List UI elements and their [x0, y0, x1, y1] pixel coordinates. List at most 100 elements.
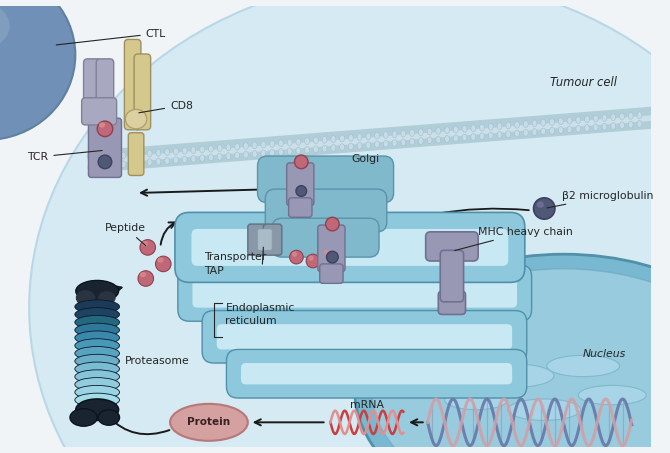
- Ellipse shape: [165, 158, 170, 164]
- Ellipse shape: [243, 143, 249, 149]
- Ellipse shape: [76, 399, 119, 420]
- FancyBboxPatch shape: [263, 224, 282, 255]
- Ellipse shape: [471, 125, 476, 131]
- Ellipse shape: [306, 254, 320, 268]
- Ellipse shape: [147, 159, 152, 166]
- Ellipse shape: [436, 127, 441, 134]
- Ellipse shape: [418, 129, 423, 136]
- Ellipse shape: [97, 121, 113, 137]
- Ellipse shape: [628, 112, 633, 119]
- Ellipse shape: [372, 269, 670, 453]
- Ellipse shape: [279, 149, 283, 155]
- Ellipse shape: [366, 142, 371, 149]
- Ellipse shape: [533, 198, 555, 219]
- Ellipse shape: [418, 138, 423, 145]
- FancyBboxPatch shape: [248, 224, 266, 255]
- Ellipse shape: [497, 123, 502, 130]
- Ellipse shape: [261, 150, 266, 157]
- Ellipse shape: [75, 378, 119, 391]
- Ellipse shape: [94, 154, 100, 161]
- Ellipse shape: [594, 124, 598, 131]
- Ellipse shape: [293, 252, 296, 256]
- Ellipse shape: [289, 251, 304, 264]
- FancyBboxPatch shape: [289, 198, 312, 217]
- FancyBboxPatch shape: [440, 251, 464, 302]
- Ellipse shape: [98, 291, 116, 305]
- Ellipse shape: [620, 113, 624, 120]
- Ellipse shape: [594, 115, 598, 122]
- Ellipse shape: [309, 256, 313, 260]
- Ellipse shape: [547, 355, 620, 376]
- Ellipse shape: [156, 158, 161, 165]
- Ellipse shape: [243, 151, 249, 158]
- Ellipse shape: [401, 130, 406, 137]
- Ellipse shape: [532, 120, 537, 127]
- FancyBboxPatch shape: [128, 133, 144, 175]
- Ellipse shape: [348, 135, 353, 141]
- Ellipse shape: [314, 146, 318, 153]
- Ellipse shape: [532, 129, 537, 135]
- Ellipse shape: [602, 123, 607, 130]
- Ellipse shape: [567, 126, 572, 133]
- Ellipse shape: [75, 393, 119, 407]
- Ellipse shape: [75, 354, 119, 368]
- Ellipse shape: [139, 151, 143, 158]
- Ellipse shape: [454, 135, 458, 142]
- Ellipse shape: [138, 271, 153, 286]
- Ellipse shape: [409, 130, 415, 136]
- Ellipse shape: [75, 315, 119, 329]
- Ellipse shape: [75, 339, 119, 352]
- FancyBboxPatch shape: [257, 229, 272, 251]
- FancyBboxPatch shape: [192, 279, 517, 308]
- FancyBboxPatch shape: [84, 59, 101, 115]
- FancyBboxPatch shape: [272, 218, 379, 257]
- Ellipse shape: [523, 120, 528, 127]
- Ellipse shape: [326, 251, 338, 263]
- Ellipse shape: [174, 148, 178, 155]
- Ellipse shape: [392, 140, 397, 146]
- FancyBboxPatch shape: [216, 324, 512, 349]
- Ellipse shape: [462, 125, 467, 132]
- Ellipse shape: [375, 141, 379, 148]
- Ellipse shape: [121, 161, 126, 168]
- FancyBboxPatch shape: [287, 163, 314, 206]
- FancyBboxPatch shape: [318, 225, 345, 272]
- Ellipse shape: [182, 156, 187, 163]
- Ellipse shape: [121, 152, 126, 159]
- FancyBboxPatch shape: [202, 311, 527, 363]
- Ellipse shape: [130, 151, 135, 158]
- Ellipse shape: [141, 273, 145, 276]
- FancyBboxPatch shape: [438, 291, 466, 314]
- Ellipse shape: [287, 148, 292, 154]
- FancyBboxPatch shape: [226, 349, 527, 398]
- Ellipse shape: [558, 127, 563, 134]
- Ellipse shape: [340, 135, 344, 142]
- Ellipse shape: [357, 134, 362, 140]
- FancyBboxPatch shape: [265, 189, 387, 232]
- Ellipse shape: [0, 0, 10, 53]
- Ellipse shape: [287, 139, 292, 146]
- Ellipse shape: [200, 146, 204, 153]
- Ellipse shape: [576, 116, 581, 123]
- Ellipse shape: [508, 399, 581, 420]
- Ellipse shape: [454, 126, 458, 133]
- Ellipse shape: [488, 132, 493, 139]
- Ellipse shape: [226, 144, 230, 151]
- Ellipse shape: [584, 116, 590, 123]
- Ellipse shape: [515, 121, 519, 128]
- Ellipse shape: [158, 258, 163, 262]
- Ellipse shape: [375, 132, 379, 139]
- Ellipse shape: [234, 152, 240, 159]
- Ellipse shape: [130, 160, 135, 167]
- Text: Proteasome: Proteasome: [119, 356, 189, 366]
- Ellipse shape: [113, 153, 117, 159]
- Ellipse shape: [340, 144, 344, 150]
- FancyBboxPatch shape: [88, 118, 121, 178]
- Ellipse shape: [413, 346, 481, 367]
- Ellipse shape: [436, 136, 441, 143]
- Ellipse shape: [348, 143, 353, 150]
- Ellipse shape: [462, 134, 467, 141]
- Ellipse shape: [98, 410, 119, 425]
- Text: Transporter: Transporter: [204, 252, 267, 262]
- Ellipse shape: [611, 123, 616, 130]
